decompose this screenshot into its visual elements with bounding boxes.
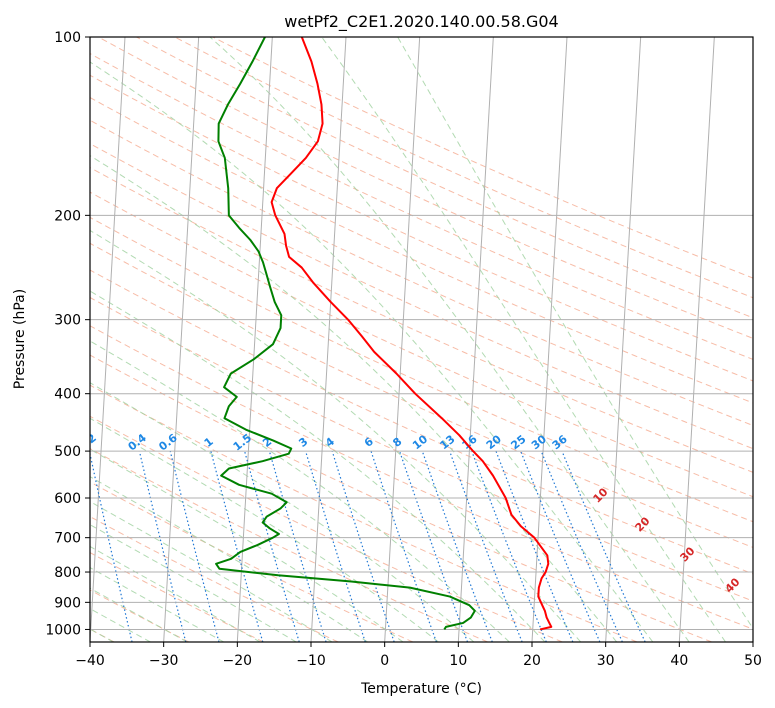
mixing-ratio-line [305, 450, 366, 642]
y-axis: 100 200 300 400 500 600 700 800 900 1000 [45, 30, 90, 638]
dry-adiabat [90, 325, 753, 630]
isotherm [457, 37, 494, 642]
moist-adiabat [90, 155, 618, 642]
mixing-ratio-line [540, 450, 623, 642]
dry-adiabat [90, 589, 190, 642]
dry-adiabat [90, 143, 753, 450]
x-axis: −40 −30 −20 −10 0 10 20 30 40 50 [75, 642, 762, 669]
mixing-ratio-line [90, 450, 133, 642]
sounding-series [215, 37, 553, 631]
moist-adiabat [90, 340, 510, 642]
dry-adiabat [136, 37, 753, 319]
dry-adiabat [90, 448, 488, 642]
y-tick-label: 600 [54, 491, 81, 507]
x-tick-label: −20 [223, 653, 253, 669]
x-tick-label: 10 [449, 653, 467, 669]
x-tick-label: −10 [296, 653, 326, 669]
moist-adiabat [209, 37, 690, 642]
mixing-ratio-line [138, 450, 187, 642]
mixing-ratio-lines [90, 450, 646, 642]
y-tick-label: 800 [54, 565, 81, 581]
isotherm [605, 37, 642, 642]
temperature-line [270, 37, 553, 631]
y-axis-title: Pressure (hPa) [12, 289, 28, 389]
mixing-ratio-line [210, 450, 264, 642]
x-tick-label: 40 [670, 653, 688, 669]
chart-title: wetPf2_C2E1.2020.140.00.58.G04 [284, 12, 558, 32]
x-tick-label: 50 [744, 653, 762, 669]
moist-adiabats [90, 37, 753, 642]
isotherm [236, 37, 273, 642]
y-tick-label: 400 [54, 387, 81, 403]
moist-adiabat [90, 382, 475, 642]
mixing-ratio-line [495, 450, 574, 642]
mixing-ratio-line [370, 450, 437, 642]
x-tick-label: −30 [149, 653, 179, 669]
mixing-ratio-line [169, 450, 220, 642]
dry-adiabat [90, 296, 753, 602]
dry-adiabat [90, 354, 712, 642]
y-tick-label: 300 [54, 313, 81, 329]
mixing-ratio-label: 0.2 [76, 431, 99, 453]
isotherm [90, 37, 126, 642]
plot-area: 0.10.20.40.611.52346810131620253036-100-… [76, 37, 753, 642]
mixing-ratio-line [449, 450, 523, 642]
moist-adiabat [90, 448, 404, 642]
moist-adiabat [90, 476, 368, 642]
mixing-ratio-line [561, 450, 646, 642]
mixing-ratio-line [520, 450, 601, 642]
plot-frame [89, 36, 754, 643]
x-tick-label: 0 [380, 653, 389, 669]
mixing-ratio-line [244, 450, 300, 642]
dry-adiabat [90, 242, 753, 548]
moist-adiabat [90, 417, 439, 642]
mixing-ratio-line [471, 450, 547, 642]
dry-adiabat [90, 167, 753, 473]
dry-adiabat [90, 96, 753, 404]
y-tick-label: 700 [54, 531, 81, 547]
x-tick-label: 20 [523, 653, 541, 669]
mixing-ratio-line [331, 450, 395, 642]
y-tick-label: 200 [54, 208, 81, 224]
dry-adiabat [98, 37, 753, 339]
mixing-ratio-line [399, 450, 469, 642]
moist-adiabat [90, 61, 654, 642]
isotherm [310, 37, 347, 642]
dry-adiabat [90, 74, 753, 382]
dry-adiabat [90, 552, 264, 642]
mixing-ratio-line [421, 450, 493, 642]
dewpoint-line [215, 37, 476, 630]
isotherm [384, 37, 421, 642]
y-tick-label: 500 [54, 444, 81, 460]
isotherm [678, 37, 715, 642]
y-tick-label: 900 [54, 595, 81, 611]
dry-adiabat [90, 415, 563, 642]
x-tick-label: −40 [75, 653, 105, 669]
moist-adiabat [321, 37, 726, 642]
y-tick-label: 100 [54, 30, 81, 46]
isotherm [163, 37, 200, 642]
moist-adiabat [397, 37, 753, 630]
y-tick-label: 1000 [45, 622, 81, 638]
x-tick-label: 30 [597, 653, 615, 669]
dry-adiabat [90, 384, 638, 642]
x-axis-title: Temperature (°C) [360, 681, 482, 697]
pressure-grid [90, 37, 753, 630]
mixing-ratio-line [268, 450, 327, 642]
